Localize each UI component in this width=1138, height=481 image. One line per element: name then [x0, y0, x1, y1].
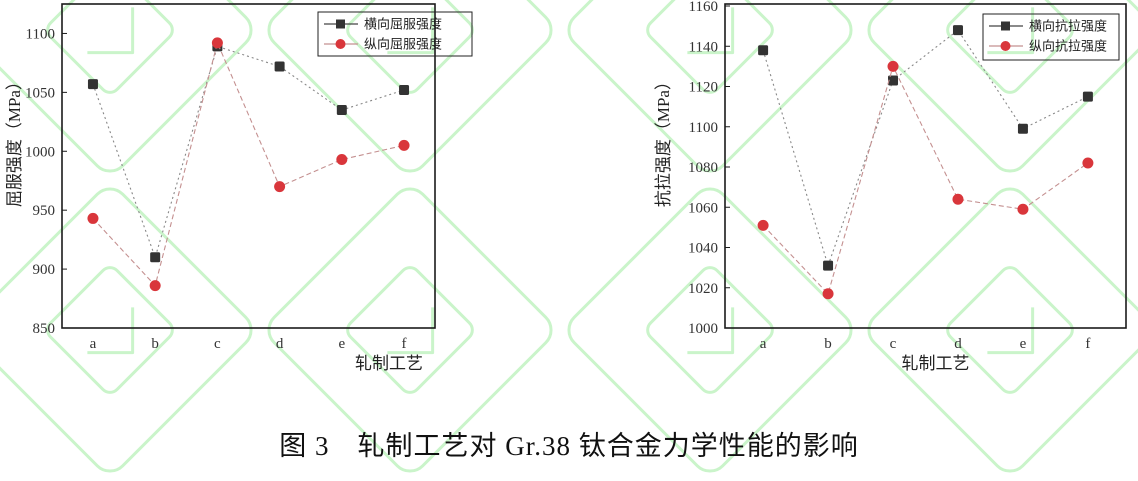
data-point-marker-circle — [336, 154, 348, 166]
data-point-marker-square — [87, 79, 98, 90]
x-category-label: b — [151, 336, 159, 352]
x-axis-title: 轧制工艺 — [355, 354, 423, 373]
figure-caption: 图 3 轧制工艺对 Gr.38 钛合金力学性能的影响 — [279, 431, 859, 461]
legend-item-label: 横向抗拉强度 — [1029, 19, 1107, 34]
legend-item-label: 纵向抗拉强度 — [1029, 39, 1107, 54]
series-line-transverse — [762, 29, 1089, 268]
y-axis-tick-label: 1160 — [689, 0, 718, 15]
legend-marker-square — [1001, 21, 1010, 31]
data-point-marker-circle — [211, 37, 223, 49]
y-axis-title: 抗拉强度（MPa） — [654, 73, 673, 207]
data-point-marker-square — [274, 61, 285, 72]
x-category-label: d — [954, 336, 962, 352]
y-axis-tick-label: 1080 — [688, 160, 718, 176]
data-point-marker-circle — [822, 288, 834, 300]
x-category-label: a — [90, 336, 97, 352]
series-line-longitudinal — [92, 41, 405, 287]
data-point-marker-square — [758, 45, 769, 56]
series-line-longitudinal — [762, 64, 1089, 295]
data-point-marker-square — [1082, 91, 1093, 102]
y-axis-tick-label: 1060 — [688, 200, 718, 216]
x-category-label: a — [760, 336, 767, 352]
x-category-label: c — [214, 336, 221, 352]
chart-yield-strength: 850 900 950 1000 1050 1100 a b c d e f 轧制工艺 屈服强度（MPa）… — [5, 3, 473, 373]
legend-marker-circle — [1000, 41, 1011, 51]
y-axis-tick-label: 950 — [33, 203, 56, 219]
y-axis-tick-label: 900 — [33, 262, 56, 278]
data-point-marker-circle — [1082, 157, 1094, 169]
legend-item-label: 横向屈服强度 — [364, 17, 442, 32]
data-point-marker-circle — [398, 139, 410, 151]
x-category-label: f — [402, 336, 407, 352]
data-point-marker-square — [399, 85, 410, 96]
data-point-marker-circle — [757, 219, 769, 231]
data-point-marker-circle — [274, 181, 286, 193]
series-line-transverse — [92, 45, 405, 260]
y-axis-tick-label: 850 — [33, 321, 56, 337]
legend-item-label: 纵向屈服强度 — [364, 37, 442, 52]
x-axis-title: 轧制工艺 — [902, 354, 970, 373]
y-axis-tick-label: 1000 — [688, 321, 718, 337]
x-category-label: e — [338, 336, 345, 352]
x-category-label: c — [890, 336, 897, 352]
y-axis-tick-label: 1140 — [689, 39, 718, 55]
y-axis-tick-label: 1100 — [689, 120, 718, 136]
data-point-marker-circle — [887, 60, 899, 72]
y-axis-tick-label: 1020 — [688, 281, 718, 297]
x-category-label: f — [1085, 336, 1090, 352]
x-category-label: d — [276, 336, 284, 352]
y-axis-title: 屈服强度（MPa） — [5, 73, 24, 207]
data-point-marker-circle — [1017, 203, 1029, 215]
data-point-marker-circle — [952, 193, 964, 205]
legend-marker-circle — [335, 39, 346, 49]
y-axis-tick-label: 1100 — [26, 26, 55, 42]
data-point-marker-square — [1017, 123, 1028, 134]
y-axis-tick-label: 1000 — [25, 144, 55, 160]
plot-border — [724, 3, 1127, 329]
x-category-label: e — [1020, 336, 1027, 352]
data-point-marker-square — [888, 75, 899, 86]
data-point-marker-circle — [87, 212, 99, 224]
data-point-marker-square — [952, 25, 963, 36]
legend-marker-square — [336, 19, 345, 29]
data-point-marker-square — [823, 260, 834, 271]
y-axis-tick-label: 1120 — [689, 80, 718, 96]
plot-border — [61, 3, 436, 329]
x-category-label: b — [824, 336, 832, 352]
legend-box — [317, 11, 473, 57]
data-point-marker-square — [336, 105, 347, 116]
chart-tensile-strength: 1000 1020 1040 1060 1080 1100 1120 1140 1160 a b c d… — [654, 0, 1127, 373]
legend-box — [982, 13, 1120, 61]
data-point-marker-circle — [149, 280, 161, 292]
y-axis-tick-label: 1050 — [25, 85, 55, 101]
data-point-marker-square — [150, 252, 161, 263]
y-axis-tick-label: 1040 — [688, 241, 718, 257]
